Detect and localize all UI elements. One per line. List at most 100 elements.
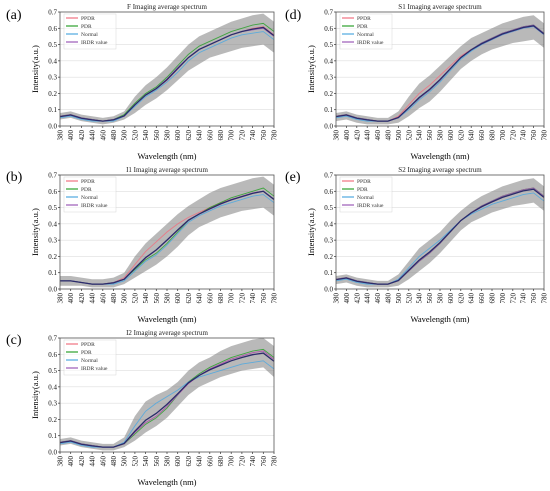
legend-label: PPDR (81, 342, 95, 348)
x-tick-label: 740 (249, 456, 257, 467)
x-tick-label: 600 (447, 293, 455, 304)
x-tick-label: 660 (206, 456, 214, 467)
x-tick-label: 520 (131, 293, 139, 304)
y-tick-label: 0.2 (324, 253, 333, 261)
y-tick-label: 0.3 (324, 74, 333, 82)
legend-label: PDR (357, 187, 368, 193)
x-tick-label: 620 (185, 130, 193, 141)
x-tick-label: 380 (333, 130, 341, 141)
x-axis-label: Wavelength (nm) (137, 151, 196, 161)
x-axis-label: Wavelength (nm) (137, 477, 196, 487)
y-axis-label: Intensity(a.u.) (30, 45, 40, 93)
x-tick-label: 480 (110, 293, 118, 304)
y-tick-label: 0.4 (48, 57, 57, 65)
x-tick-label: 700 (228, 130, 236, 141)
y-tick-label: 0.2 (48, 416, 57, 424)
legend-label: IRDR value (81, 203, 108, 209)
x-tick-label: 500 (395, 293, 403, 304)
chart-panel-d: S1 Imaging average spectrum 0.0 0.1 0.2 0.3 0… (306, 3, 549, 161)
legend-box (63, 13, 117, 50)
x-tick-label: 440 (89, 456, 97, 467)
x-tick-label: 680 (217, 130, 225, 141)
x-tick-label: 780 (541, 293, 549, 304)
legend-label: IRDR value (357, 203, 384, 209)
mean-line (335, 188, 545, 285)
legend-label: Normal (81, 195, 98, 201)
y-tick-label: 0.0 (48, 449, 57, 457)
x-tick-label: 620 (185, 293, 193, 304)
x-tick-label: 600 (174, 456, 182, 467)
y-tick-label: 0.5 (324, 204, 333, 212)
chart-panel-c: I2 Imaging average spectrum 0.0 0.1 0.2 0.3 0… (30, 329, 279, 487)
x-tick-label: 480 (110, 456, 118, 467)
x-axis-label: Wavelength (nm) (410, 151, 469, 161)
x-tick-label: 720 (238, 130, 246, 141)
x-tick-label: 460 (374, 293, 382, 304)
y-tick-label: 0.5 (48, 204, 57, 212)
chart-title: I2 Imaging average spectrum (126, 329, 208, 337)
y-tick-label: 0.6 (48, 25, 57, 33)
x-tick-label: 700 (228, 293, 236, 304)
x-tick-label: 760 (260, 293, 268, 304)
x-tick-label: 540 (142, 130, 150, 141)
x-tick-label: 580 (164, 130, 172, 141)
chart-panel-b: I1 Imaging average spectrum 0.0 0.1 0.2 0.3 0… (30, 166, 279, 324)
x-tick-label: 780 (271, 456, 279, 467)
y-tick-label: 0.2 (324, 90, 333, 98)
chart-title: I1 Imaging average spectrum (126, 166, 208, 174)
x-tick-label: 540 (142, 293, 150, 304)
x-tick-label: 400 (343, 130, 351, 141)
x-tick-label: 660 (478, 293, 486, 304)
series-normal-line (335, 192, 545, 285)
x-tick-label: 680 (217, 456, 225, 467)
x-tick-label: 540 (416, 293, 424, 304)
legend-label: Normal (357, 32, 374, 38)
y-tick-label: 0.7 (48, 172, 57, 180)
x-tick-label: 420 (353, 130, 361, 141)
x-tick-label: 700 (499, 130, 507, 141)
x-tick-label: 520 (405, 130, 413, 141)
y-tick-label: 0.6 (48, 351, 57, 359)
x-tick-label: 460 (99, 293, 107, 304)
x-tick-label: 740 (520, 293, 528, 304)
x-tick-label: 760 (260, 130, 268, 141)
y-tick-label: 0.4 (48, 383, 57, 391)
x-tick-label: 640 (468, 130, 476, 141)
x-tick-label: 560 (153, 130, 161, 141)
y-tick-label: 0.0 (48, 123, 57, 131)
x-tick-label: 720 (509, 293, 517, 304)
x-tick-label: 700 (499, 293, 507, 304)
y-axis-label: Intensity(a.u.) (306, 45, 316, 93)
x-tick-label: 660 (206, 293, 214, 304)
x-tick-label: 440 (364, 293, 372, 304)
series-normal-line (59, 360, 275, 448)
chart-panel-e: S2 Imaging average spectrum 0.0 0.1 0.2 0.3 0… (306, 166, 549, 324)
legend-box (63, 339, 117, 376)
x-tick-label: 500 (121, 130, 129, 141)
y-tick-label: 0.1 (48, 106, 57, 114)
x-tick-label: 600 (447, 130, 455, 141)
y-tick-label: 0.3 (48, 400, 57, 408)
legend-label: PDR (357, 24, 368, 30)
variance-band (336, 15, 544, 125)
x-tick-label: 480 (385, 130, 393, 141)
x-tick-label: 400 (67, 456, 75, 467)
x-tick-label: 540 (142, 456, 150, 467)
legend-label: IRDR value (81, 40, 108, 46)
y-tick-label: 0.4 (324, 57, 333, 65)
legend-label: PPDR (81, 179, 95, 185)
panel-label-e: (e) (285, 170, 301, 185)
x-tick-label: 780 (271, 130, 279, 141)
mean-line (59, 26, 275, 122)
y-tick-label: 0.7 (324, 172, 333, 180)
y-tick-label: 0.6 (324, 188, 333, 196)
x-tick-label: 500 (121, 456, 129, 467)
legend-label: PDR (81, 350, 92, 356)
x-tick-label: 440 (89, 130, 97, 141)
x-tick-label: 520 (131, 130, 139, 141)
x-tick-label: 680 (489, 293, 497, 304)
legend-label: PDR (81, 187, 92, 193)
x-tick-label: 740 (520, 130, 528, 141)
x-tick-label: 560 (153, 293, 161, 304)
x-tick-label: 560 (426, 293, 434, 304)
